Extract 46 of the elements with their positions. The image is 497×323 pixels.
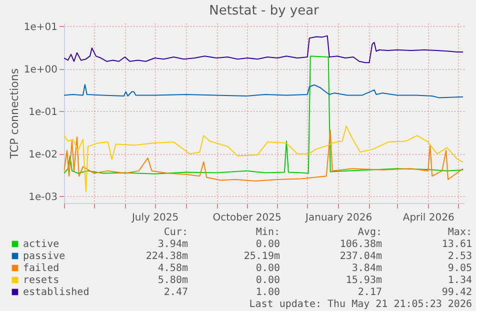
legend-label: active: [23, 239, 60, 250]
text: 224.38m: [146, 251, 188, 262]
text: Max:: [448, 227, 472, 238]
y-tick-label: 1e-01: [28, 106, 58, 118]
legend-label: passive: [23, 251, 66, 262]
text: 4.58m: [158, 263, 188, 274]
text: 0.00: [256, 263, 280, 274]
y-tick-label: 1e+01: [24, 22, 58, 33]
text: Cur:: [164, 227, 188, 238]
chart-title: Netstat - by year: [209, 3, 320, 18]
line-series: [64, 35, 464, 64]
text: Last update: Thu May 21 21:05:23 2026: [249, 299, 472, 310]
text: 5.80m: [158, 275, 188, 286]
text: Min:: [256, 227, 280, 238]
x-tick-label: January 2026: [304, 212, 372, 224]
text: 13.61: [442, 239, 472, 250]
line-series: [64, 130, 464, 182]
text: 15.93m: [346, 275, 382, 286]
text: 2.47: [164, 287, 188, 298]
text: 25.19m: [244, 251, 280, 262]
line-series: [64, 56, 464, 174]
text: 2.17: [358, 287, 382, 298]
text: 1.34: [448, 275, 472, 286]
x-tick-label: October 2025: [212, 212, 282, 224]
text: 0.00: [256, 275, 280, 286]
x-tick-label: July 2025: [130, 212, 179, 224]
legend-label: resets: [23, 275, 60, 286]
x-tick-label: April 2026: [402, 212, 454, 224]
text: 9.05: [448, 263, 472, 274]
legend-label: established: [23, 287, 90, 298]
text: Avg:: [358, 227, 382, 238]
text: 2.53: [448, 251, 472, 262]
y-axis-title: TCP connections: [8, 68, 21, 160]
text: 99.42: [442, 287, 472, 298]
y-tick-label: 1e-03: [28, 192, 58, 203]
text: 1.00: [256, 287, 280, 298]
text: 3.84m: [352, 263, 382, 274]
line-series: [64, 126, 464, 192]
line-series: [64, 84, 464, 98]
text: 3.94m: [158, 239, 188, 250]
text: 237.04m: [340, 251, 382, 262]
legend-label: failed: [23, 263, 60, 274]
y-tick-label: 1e+00: [24, 64, 58, 76]
text: 106.38m: [340, 239, 382, 250]
text: 0.00: [256, 239, 280, 250]
y-tick-label: 1e-02: [28, 149, 58, 160]
